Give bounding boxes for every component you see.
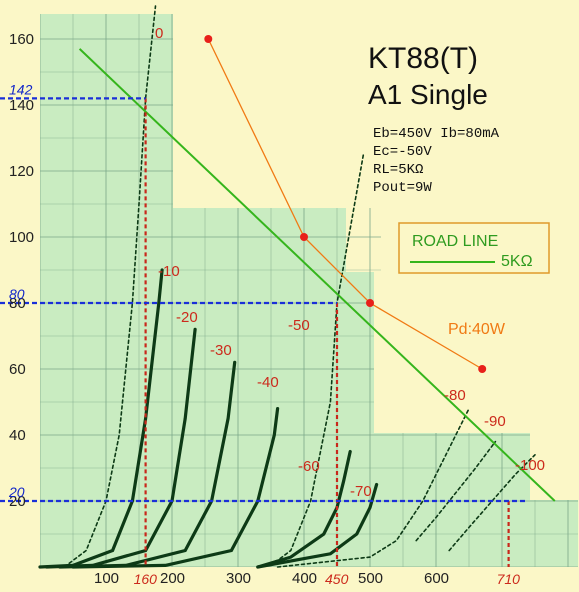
curve-label: -10 bbox=[158, 263, 180, 280]
legend-label: 5KΩ bbox=[501, 253, 533, 270]
y-tick-label: 100 bbox=[9, 229, 34, 246]
x-tick-label: 300 bbox=[226, 570, 251, 587]
marked-y-label: 20 bbox=[8, 484, 25, 500]
y-tick-label: 80 bbox=[9, 295, 26, 312]
spec-line-1: Eb=450V Ib=80mA bbox=[373, 126, 500, 142]
background-mask bbox=[374, 272, 579, 433]
graph-paper-panel bbox=[530, 500, 578, 567]
marked-x-label: 710 bbox=[497, 571, 521, 587]
dissipation-point bbox=[300, 233, 308, 241]
marked-y-label: 142 bbox=[9, 81, 33, 97]
y-tick-label: 140 bbox=[9, 97, 34, 114]
dissipation-point bbox=[204, 35, 213, 43]
x-tick-label: 100 bbox=[94, 570, 119, 587]
marked-x-label: 160 bbox=[134, 571, 158, 587]
spec-line-3: RL=5KΩ bbox=[373, 162, 423, 178]
curve-label: -60 bbox=[298, 458, 320, 475]
grid-curve-minus90 bbox=[415, 440, 497, 542]
dissipation-label: Pd:40W bbox=[448, 321, 506, 338]
graph-paper-panel bbox=[340, 272, 374, 567]
x-tick-label: 600 bbox=[424, 570, 449, 587]
spec-line-2: Ec=-50V bbox=[373, 144, 432, 160]
curve-label: -30 bbox=[210, 342, 232, 359]
curve-label: -80 bbox=[444, 387, 466, 404]
marked-y-label: 80 bbox=[9, 286, 25, 302]
grid-curve-minus80 bbox=[276, 407, 470, 568]
background-mask bbox=[530, 433, 579, 500]
grid-curve-minus40 bbox=[71, 407, 280, 569]
marked-x-label: 450 bbox=[325, 571, 349, 587]
grid-curve-0 bbox=[39, 5, 157, 568]
x-tick-label: 400 bbox=[292, 570, 317, 587]
legend-title: ROAD LINE bbox=[412, 233, 498, 250]
dissipation-curve bbox=[207, 38, 483, 370]
chart-subtitle: A1 Single bbox=[368, 79, 488, 110]
curve-label: -90 bbox=[484, 413, 506, 430]
chart-title: KT88(T) bbox=[368, 42, 478, 75]
dissipation-point bbox=[478, 365, 487, 373]
x-tick-label: 500 bbox=[358, 570, 383, 587]
background-mask bbox=[0, 567, 579, 592]
curve-label: -50 bbox=[288, 317, 310, 334]
curve-label: -70 bbox=[350, 483, 372, 500]
load-line bbox=[78, 48, 556, 502]
spec-line-4: Pout=9W bbox=[373, 180, 432, 196]
background-mask bbox=[173, 0, 579, 208]
x-tick-label: 200 bbox=[160, 570, 185, 587]
y-tick-label: 60 bbox=[9, 361, 26, 378]
y-tick-label: 160 bbox=[9, 31, 34, 48]
curve-label: 0 bbox=[155, 25, 163, 42]
graph-paper-panel bbox=[173, 208, 346, 567]
curve-label: -20 bbox=[176, 309, 198, 326]
curve-label: -40 bbox=[257, 374, 279, 391]
legend-box bbox=[398, 222, 550, 274]
grid-curve-minus60 bbox=[256, 449, 352, 569]
dissipation-point bbox=[366, 299, 374, 307]
curve-label: -100 bbox=[515, 457, 545, 474]
y-tick-label: 120 bbox=[9, 163, 34, 180]
y-tick-label: 20 bbox=[9, 493, 26, 510]
y-tick-label: 40 bbox=[9, 427, 26, 444]
